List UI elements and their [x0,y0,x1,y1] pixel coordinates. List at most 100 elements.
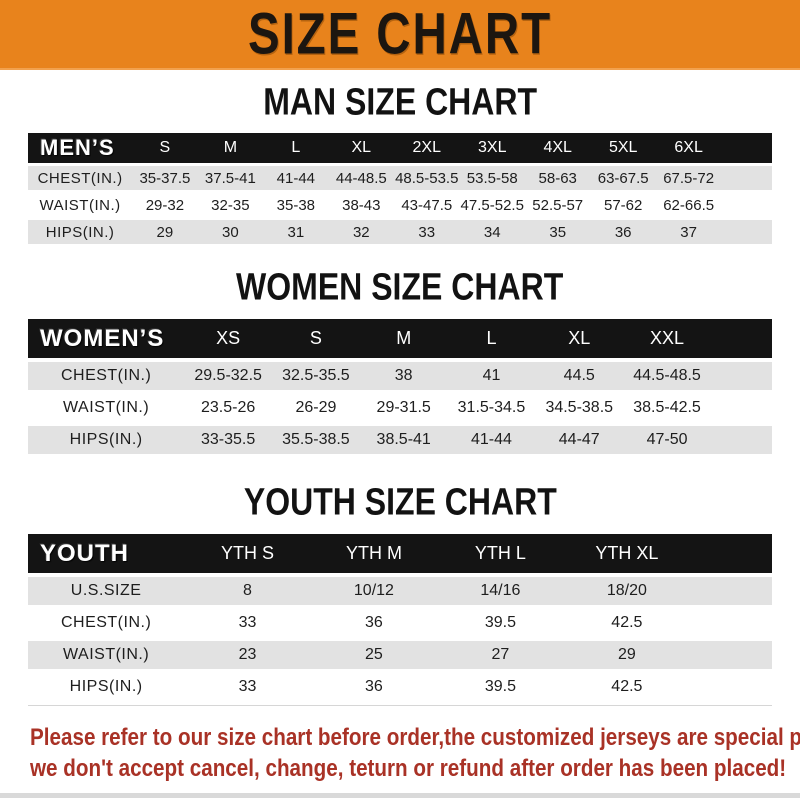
size-value-cell: 32 [328,220,395,244]
size-value-cell: 33 [184,673,311,701]
size-value-cell: 44.5 [535,362,624,390]
banner: SIZE CHART [0,0,800,70]
size-column-header: 5XL [590,133,656,163]
size-value-cell: 43-47.5 [394,193,460,217]
size-value-cell: 63-67.5 [590,166,656,190]
size-value-cell: 44-48.5 [328,166,395,190]
banner-title: SIZE CHART [248,1,552,67]
youth-size-section: YOUTH SIZE CHART YOUTH YTH S YTH M YTH L YTH… [0,480,800,706]
size-value-cell: 39.5 [437,609,564,637]
women-size-section: WOMEN SIZE CHART WOMEN’S XS S M L XL XXL CHEST(… [0,265,800,458]
table-row: U.S.SIZE 8 10/12 14/16 18/20 [28,577,772,605]
size-column-header: XXL [623,319,711,358]
row-label: U.S.SIZE [28,577,185,605]
size-value-cell: 32-35 [197,193,264,217]
size-value-cell: 39.5 [437,673,564,701]
size-column-header: M [197,133,264,163]
table-row: HIPS(IN.) 33 36 39.5 42.5 [28,673,772,701]
disclaimer: Please refer to our size chart before or… [30,722,800,784]
size-column-header: YTH L [437,534,564,573]
size-value-cell: 35-37.5 [132,166,198,190]
row-label: CHEST(IN.) [28,166,133,190]
size-column-header: YTH S [184,534,311,573]
size-value-cell: 25 [310,641,438,669]
filler-cell [690,534,772,573]
size-value-cell: 37 [655,220,722,244]
size-value-cell: 47.5-52.5 [459,193,525,217]
size-value-cell: 31 [263,220,329,244]
filler-cell [721,133,772,163]
row-label: HIPS(IN.) [28,220,133,244]
size-value-cell: 53.5-58 [459,166,525,190]
size-value-cell: 10/12 [310,577,438,605]
bottom-edge-strip [0,793,800,798]
table-header-row: MEN’S S M L XL 2XL 3XL 4XL 5XL 6XL [28,133,772,163]
size-value-cell: 57-62 [590,193,656,217]
size-column-header: XL [535,319,624,358]
filler-cell [721,220,772,244]
table-row: CHEST(IN.) 35-37.5 37.5-41 41-44 44-48.5 48.5… [28,166,772,190]
size-column-header: S [272,319,360,358]
row-label: WAIST(IN.) [28,641,185,669]
men-size-table: MEN’S S M L XL 2XL 3XL 4XL 5XL 6XL CHEST(IN.) 35-37… [28,130,772,247]
table-row: HIPS(IN.) 29 30 31 32 33 34 35 36 37 [28,220,772,244]
row-label: CHEST(IN.) [28,362,185,390]
size-value-cell: 29-31.5 [359,394,448,422]
size-value-cell: 23.5-26 [184,394,273,422]
disclaimer-line-1: Please refer to our size chart before or… [30,724,800,751]
size-value-cell: 36 [590,220,656,244]
table-header-row: YOUTH YTH S YTH M YTH L YTH XL [28,534,772,573]
size-value-cell: 31.5-34.5 [447,394,536,422]
size-column-header: 3XL [459,133,525,163]
row-label: CHEST(IN.) [28,609,185,637]
size-value-cell: 29 [132,220,198,244]
size-value-cell: 38.5-41 [359,426,448,454]
table-header-row: WOMEN’S XS S M L XL XXL [28,319,772,358]
size-value-cell: 42.5 [563,609,691,637]
size-column-header: M [359,319,448,358]
row-label: WAIST(IN.) [28,394,185,422]
size-column-header: L [447,319,536,358]
size-value-cell: 67.5-72 [655,166,722,190]
section-title-women: WOMEN SIZE CHART [0,265,800,308]
size-value-cell: 58-63 [524,166,591,190]
size-value-cell: 29-32 [132,193,198,217]
size-value-cell: 32.5-35.5 [272,362,360,390]
table-row: CHEST(IN.) 33 36 39.5 42.5 [28,609,772,637]
filler-cell [690,577,772,605]
size-column-header: XL [328,133,395,163]
row-label: HIPS(IN.) [28,426,185,454]
section-title-text: MAN SIZE CHART [263,80,537,123]
women-size-table: WOMEN’S XS S M L XL XXL CHEST(IN.) 29.5-32.5 32.5… [28,315,772,458]
filler-cell [710,362,772,390]
size-value-cell: 35-38 [263,193,329,217]
size-value-cell: 8 [184,577,311,605]
size-value-cell: 33 [394,220,460,244]
size-value-cell: 18/20 [563,577,691,605]
table-row: CHEST(IN.) 29.5-32.5 32.5-35.5 38 41 44.5 44.5… [28,362,772,390]
filler-cell [710,394,772,422]
size-column-header: YTH XL [563,534,691,573]
disclaimer-line-2: we don't accept cancel, change, teturn o… [30,755,787,782]
section-title-youth: YOUTH SIZE CHART [0,480,800,523]
size-value-cell: 35.5-38.5 [272,426,360,454]
table-title-cell: YOUTH [28,534,185,573]
table-title-cell: WOMEN’S [28,319,185,358]
size-value-cell: 48.5-53.5 [394,166,460,190]
size-column-header: 4XL [524,133,591,163]
size-value-cell: 36 [310,609,438,637]
table-row: WAIST(IN.) 23.5-26 26-29 29-31.5 31.5-34.5 34… [28,394,772,422]
size-value-cell: 36 [310,673,438,701]
size-value-cell: 29.5-32.5 [184,362,273,390]
row-label: WAIST(IN.) [28,193,133,217]
filler-cell [710,319,772,358]
table-row: HIPS(IN.) 33-35.5 35.5-38.5 38.5-41 41-44 44-… [28,426,772,454]
size-column-header: L [263,133,329,163]
filler-cell [721,193,772,217]
filler-cell [690,673,772,701]
size-column-header: XS [184,319,273,358]
size-value-cell: 41-44 [447,426,536,454]
size-value-cell: 34.5-38.5 [535,394,624,422]
table-row: WAIST(IN.) 23 25 27 29 [28,641,772,669]
size-column-header: S [132,133,198,163]
